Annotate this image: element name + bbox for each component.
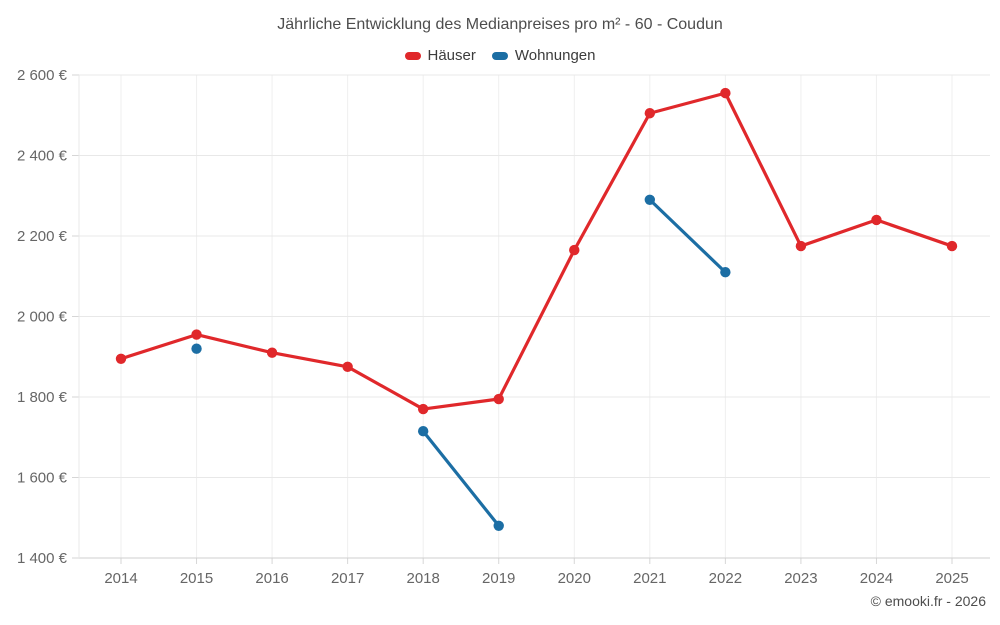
series-line-haeuser [421,397,501,411]
data-point-haeuser-2022[interactable] [720,87,731,99]
series-line-haeuser [194,333,274,355]
series-line-haeuser [799,218,879,248]
x-axis-label: 2015 [180,570,213,587]
y-axis-label: 1 400 € [17,550,68,567]
y-axis-label: 2 400 € [17,148,68,165]
legend-marker-wohnungen-icon [491,51,508,60]
legend-label-wohnungen: Wohnungen [514,47,596,64]
y-axis-label: 2 200 € [17,228,68,245]
chart-legend: Häuser Wohnungen [0,47,1000,64]
data-point-haeuser-2021[interactable] [644,108,656,119]
data-point-wohnungen-2019[interactable] [493,520,504,531]
series-line-haeuser [572,111,652,252]
legend-marker-haeuser-icon [404,51,421,60]
x-axis-label: 2021 [633,570,666,587]
data-point-haeuser-2023[interactable] [795,240,807,252]
series-line-haeuser [346,365,425,411]
data-point-haeuser-2025[interactable] [946,240,958,252]
x-axis-label: 2017 [331,570,364,587]
data-point-haeuser-2015[interactable] [191,329,202,340]
x-axis-label: 2025 [935,570,968,587]
x-axis-label: 2024 [860,570,893,587]
series-line-haeuser [119,333,199,361]
data-point-haeuser-2018[interactable] [417,403,429,415]
x-axis-label: 2022 [709,570,742,587]
y-axis-label: 1 800 € [17,389,68,406]
series-line-haeuser [723,91,803,248]
page-title: Jährliche Entwicklung des Medianpreises … [277,16,723,33]
series-line-haeuser [874,218,954,248]
series-line-haeuser [270,351,350,369]
y-axis-label: 2 600 € [17,67,68,84]
data-point-haeuser-2019[interactable] [493,393,504,405]
data-point-haeuser-2017[interactable] [342,361,353,373]
data-point-wohnungen-2018[interactable] [417,426,429,437]
data-point-haeuser-2016[interactable] [266,347,278,358]
series-line-wohnungen [421,429,501,528]
data-point-wohnungen-2015[interactable] [191,343,202,354]
data-point-haeuser-2014[interactable] [115,353,127,364]
data-point-haeuser-2020[interactable] [569,244,580,256]
data-point-wohnungen-2022[interactable] [720,267,731,278]
data-point-wohnungen-2021[interactable] [644,194,656,205]
legend-label-haeuser: Häuser [427,47,476,64]
x-axis-label: 2020 [558,570,591,587]
y-axis-label: 1 600 € [17,470,68,487]
x-axis-label: 2023 [784,570,817,587]
legend-item-wohnungen[interactable]: Wohnungen [491,47,596,64]
x-axis-label: 2018 [406,570,439,587]
y-axis-label: 2 000 € [17,309,68,326]
data-point-haeuser-2024[interactable] [871,214,882,226]
series-line-haeuser [648,91,727,115]
x-axis-label: 2016 [255,570,288,587]
x-axis-label: 2014 [104,570,137,587]
legend-item-haeuser[interactable]: Häuser [404,47,476,64]
series-line-haeuser [497,248,576,401]
x-axis-label: 2019 [482,570,515,587]
copyright-text: © emooki.fr - 2026 [870,593,986,609]
series-line-wohnungen [648,198,727,274]
